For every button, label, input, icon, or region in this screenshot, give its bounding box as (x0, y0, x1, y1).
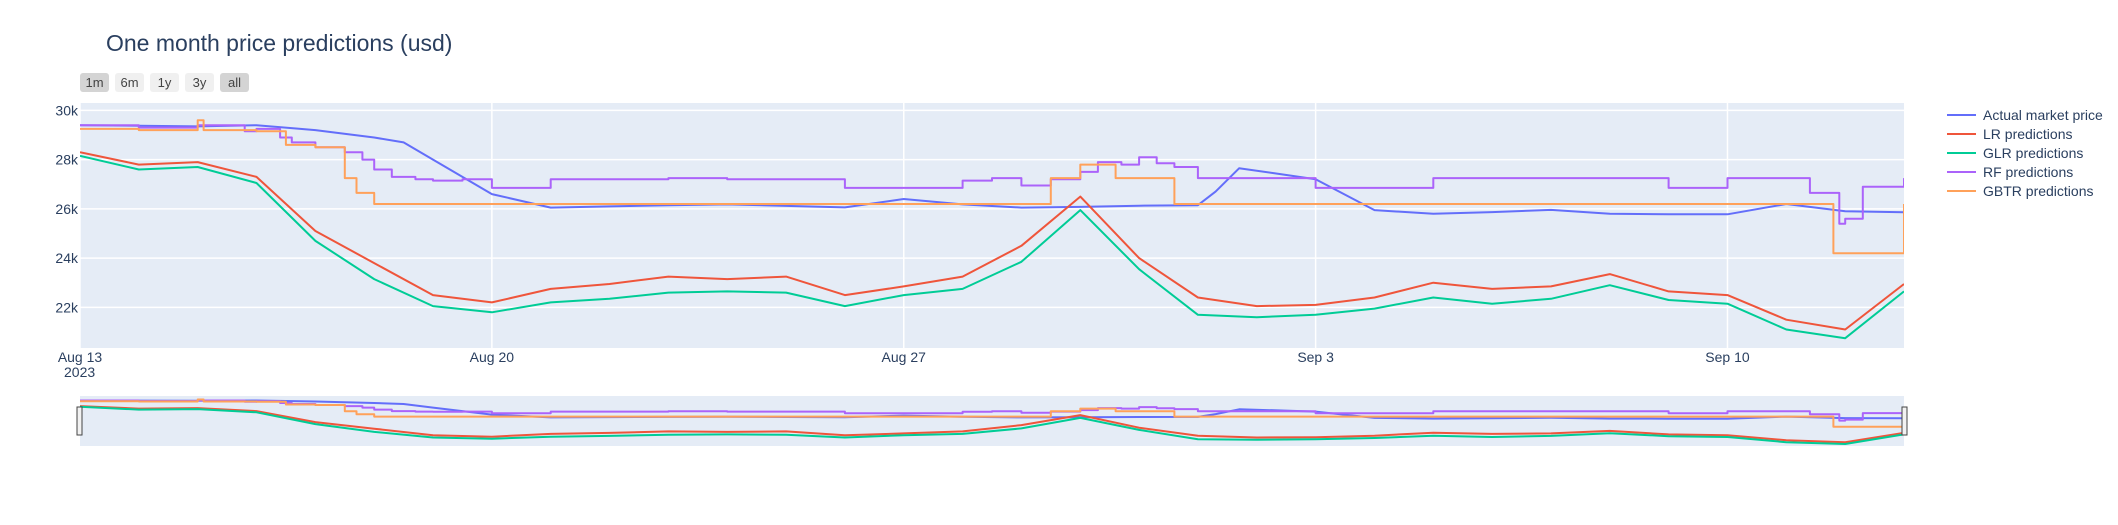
y-gridlines (80, 109, 1904, 309)
range-selector: 1m 6m 1y 3y all (80, 73, 249, 92)
chart-title: One month price predictions (usd) (106, 30, 452, 56)
legend-item-glr-predictions[interactable]: GLR predictions (1947, 145, 2083, 161)
range-slider-lines (80, 398, 1904, 445)
series-line-gbtr-predictions (80, 119, 1904, 255)
x-tick-label: Aug 13 (58, 349, 103, 365)
y-axis-tick-labels: 22k 24k 26k 28k 30k (55, 102, 79, 315)
range-button-label: 1y (158, 75, 172, 90)
plot-area-background (80, 103, 1904, 348)
y-tick-label: 24k (55, 250, 79, 266)
range-slider-line-gbtr-predictions (80, 398, 1904, 428)
range-button-label: 3y (193, 75, 207, 90)
y-tick-label: 28k (55, 152, 79, 168)
x-tick-label: Sep 3 (1297, 349, 1334, 365)
x-tick-label: Aug 20 (470, 349, 515, 365)
legend-label: LR predictions (1983, 126, 2073, 142)
range-slider-line-actual-market-price (80, 399, 1904, 420)
range-button-all[interactable]: all (220, 73, 249, 92)
range-slider-left-handle[interactable] (76, 406, 83, 436)
legend-item-gbtr-predictions[interactable]: GBTR predictions (1947, 183, 2093, 199)
legend-label: Actual market price (1983, 107, 2103, 123)
range-button-label: 1m (85, 75, 103, 90)
legend-label: GBTR predictions (1983, 183, 2093, 199)
range-slider-background[interactable] (80, 396, 1904, 446)
range-slider-line-lr-predictions (80, 405, 1904, 444)
range-button-label: 6m (120, 75, 138, 90)
y-tick-label: 26k (55, 201, 79, 217)
range-button-6m[interactable]: 6m (115, 73, 144, 92)
legend: Actual market price LR predictions GLR pre… (1947, 107, 2103, 199)
legend-item-rf-predictions[interactable]: RF predictions (1947, 164, 2073, 180)
legend-item-actual-market-price[interactable]: Actual market price (1947, 107, 2103, 123)
range-button-3y[interactable]: 3y (185, 73, 214, 92)
legend-item-lr-predictions[interactable]: LR predictions (1947, 126, 2073, 142)
range-slider-right-handle[interactable] (1901, 406, 1908, 436)
y-tick-label: 22k (55, 299, 79, 315)
legend-label: RF predictions (1983, 164, 2073, 180)
range-button-1y[interactable]: 1y (150, 73, 179, 92)
x-axis-tick-labels: Aug 13 Aug 20 Aug 27 Sep 3 Sep 10 (58, 349, 1750, 365)
y-tick-label: 30k (55, 102, 79, 118)
series-line-glr-predictions (80, 154, 1904, 340)
range-slider-line-glr-predictions (80, 405, 1904, 445)
series-line-actual-market-price (80, 124, 1904, 216)
series-line-lr-predictions (80, 151, 1904, 331)
range-button-label: all (228, 75, 241, 90)
range-button-1m[interactable]: 1m (80, 73, 109, 92)
x-gridlines (79, 103, 1729, 348)
legend-label: GLR predictions (1983, 145, 2083, 161)
series-lines (80, 119, 1904, 340)
x-tick-label: Sep 10 (1705, 349, 1750, 365)
x-axis-year-label: 2023 (64, 364, 95, 380)
x-tick-label: Aug 27 (882, 349, 927, 365)
